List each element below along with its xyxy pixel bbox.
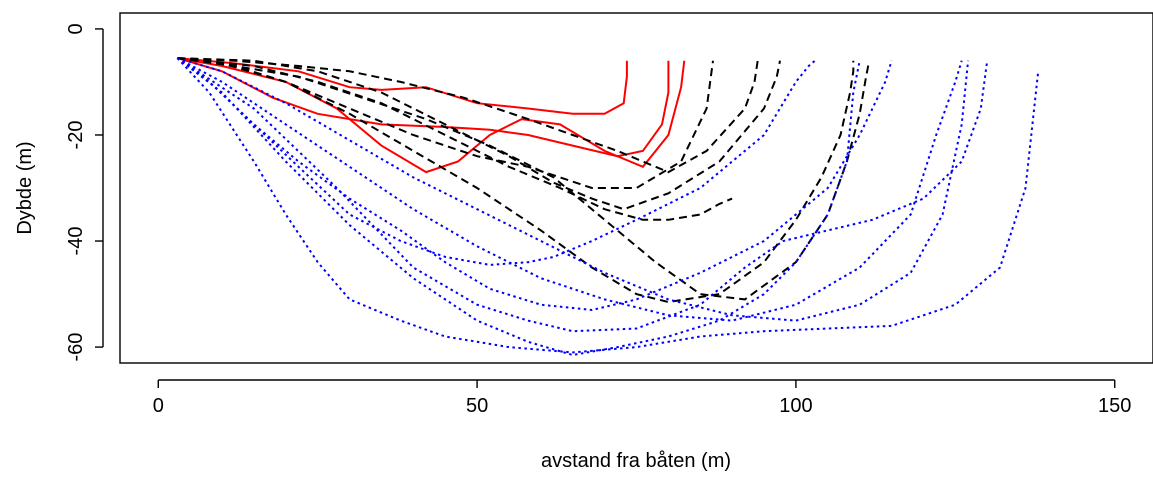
- y-axis-title: Dybde (m): [14, 141, 36, 234]
- x-tick-label: 0: [153, 395, 164, 417]
- series-line-2: [177, 57, 670, 158]
- x-tick-label: 50: [466, 395, 488, 417]
- y-tick-label: -20: [65, 121, 87, 150]
- plot-frame: [119, 12, 1153, 364]
- x-axis: 0 50 100 150: [153, 379, 1131, 417]
- series-layer: [176, 57, 1040, 357]
- y-axis: 0 -20 -40 -60: [65, 23, 104, 362]
- x-tick-label: 100: [779, 395, 812, 417]
- series-line-5: [177, 57, 781, 211]
- series-line-15: [176, 57, 861, 357]
- series-line-12: [176, 57, 963, 322]
- series-line-14: [176, 57, 1040, 354]
- series-line-11: [176, 57, 893, 312]
- series-line-8: [177, 57, 855, 304]
- series-line-7: [177, 57, 733, 221]
- series-line-10: [176, 57, 816, 266]
- series-line-1: [177, 57, 628, 115]
- series-line-4: [177, 57, 759, 174]
- x-axis-title: avstand fra båten (m): [541, 450, 731, 472]
- series-line-9: [177, 57, 871, 301]
- x-tick-label: 150: [1098, 395, 1131, 417]
- y-tick-label: 0: [65, 23, 87, 34]
- y-tick-label: -40: [65, 227, 87, 256]
- y-tick-label: -60: [65, 333, 87, 362]
